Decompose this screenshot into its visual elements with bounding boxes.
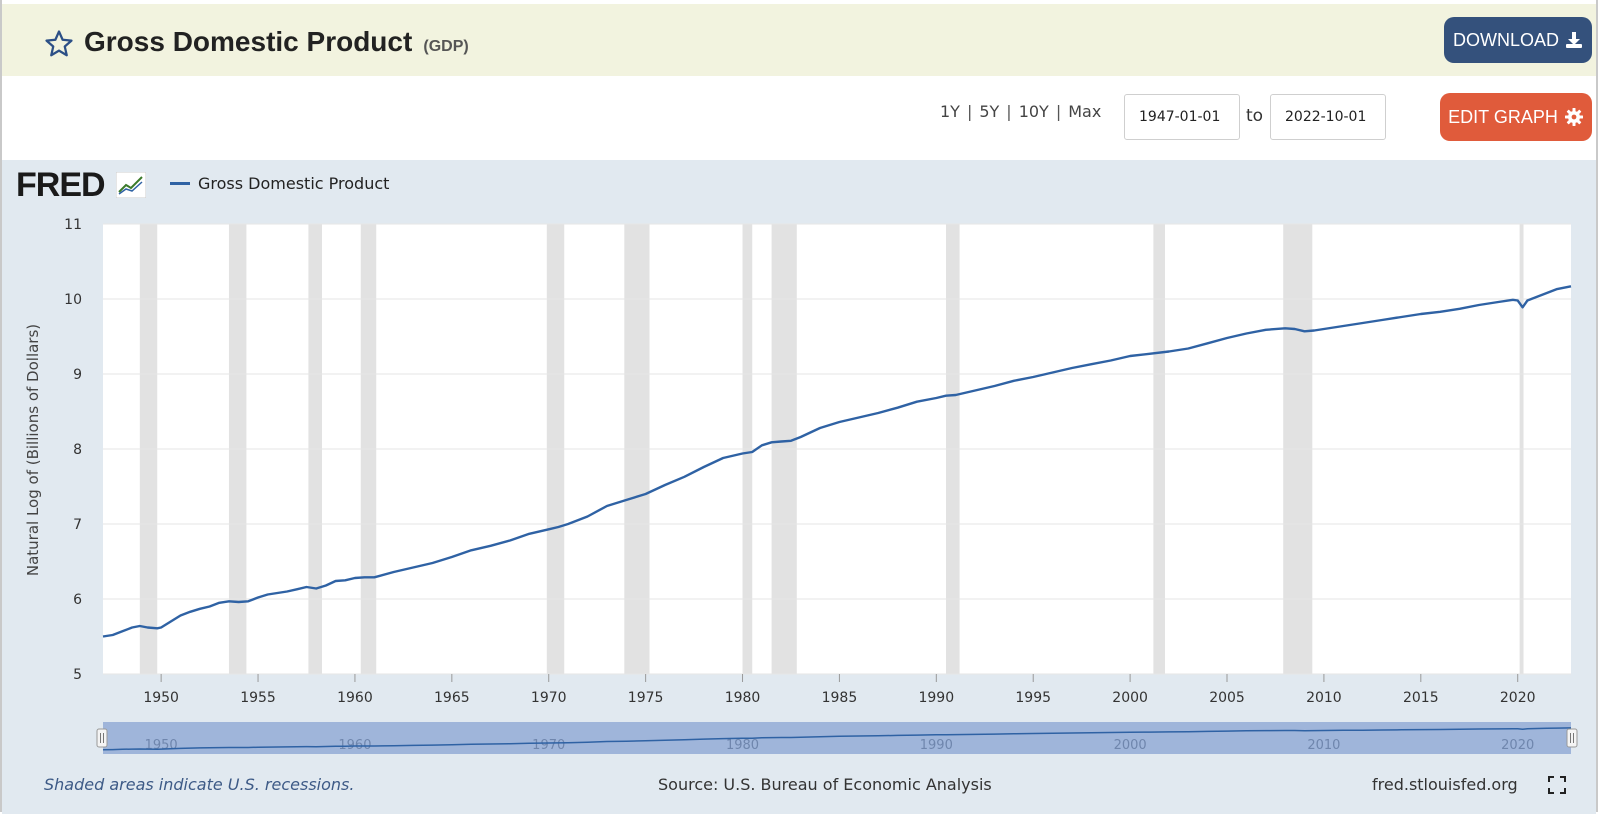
x-tick-label: 1950 [143, 690, 179, 706]
x-tick-label: 2005 [1209, 690, 1245, 706]
to-label: to [1246, 106, 1264, 126]
x-tick-label: 1960 [337, 690, 373, 706]
x-tick-labels: 1950 1955 1960 1965 1970 1975 1980 1985 1990 1995… [143, 674, 1536, 706]
x-tick-label: 1980 [725, 690, 761, 706]
y-tick-label: 7 [73, 517, 82, 533]
download-button[interactable]: DOWNLOAD [1444, 17, 1592, 63]
fred-logo-text: FRED [16, 166, 106, 204]
title-wrap: Gross Domestic Product (GDP) [84, 26, 469, 58]
favorite-star-icon[interactable] [44, 29, 74, 59]
x-tick-label: 1970 [531, 690, 567, 706]
y-tick-label: 9 [73, 367, 82, 383]
series-code: (GDP) [423, 38, 469, 55]
navigator-tick-labels: 1950 1960 1970 1980 1990 2000 2010 2020 [145, 738, 1535, 753]
source-note[interactable]: Source: U.S. Bureau of Economic Analysis [658, 775, 992, 794]
gear-icon [1564, 108, 1583, 126]
edit-graph-label: EDIT GRAPH [1448, 106, 1558, 127]
download-label: DOWNLOAD [1452, 29, 1559, 50]
navigator-tick-label: 2000 [1114, 738, 1147, 753]
x-tick-label: 2010 [1306, 690, 1342, 706]
range-1y[interactable]: 1Y [940, 102, 960, 121]
y-tick-label: 8 [73, 442, 82, 458]
navigator-tick-label: 1980 [726, 738, 759, 753]
grid-lines [103, 223, 1571, 675]
x-tick-label: 1975 [628, 690, 664, 706]
x-tick-label: 1965 [434, 690, 470, 706]
y-tick-label: 6 [73, 592, 82, 608]
range-separator: | [966, 102, 973, 121]
legend-label: Gross Domestic Product [198, 174, 390, 193]
navigator-tick-label: 1990 [920, 738, 953, 753]
x-tick-label: 1995 [1015, 690, 1051, 706]
fullscreen-icon[interactable] [1548, 776, 1566, 794]
navigator-selection[interactable] [103, 722, 1571, 754]
legend-swatch [170, 182, 190, 185]
range-10y[interactable]: 10Y [1018, 102, 1049, 121]
series-header: Gross Domestic Product (GDP) [2, 4, 1596, 76]
range-separator: | [1055, 102, 1062, 121]
range-separator: | [1006, 102, 1012, 121]
navigator-tick-label: 1970 [532, 738, 565, 753]
x-tick-label: 2020 [1500, 690, 1536, 706]
x-tick-label: 2000 [1112, 690, 1148, 706]
y-tick-label: 5 [73, 667, 82, 683]
chart-legend[interactable]: Gross Domestic Product [170, 174, 389, 193]
x-tick-label: 2015 [1403, 690, 1439, 706]
range-max[interactable]: Max [1068, 102, 1102, 121]
download-icon [1566, 32, 1582, 48]
recession-note: Shaded areas indicate U.S. recessions. [44, 775, 355, 794]
range-5y[interactable]: 5Y [979, 102, 1000, 121]
series-line-gdp[interactable] [102, 285, 1572, 638]
x-tick-label: 1985 [822, 690, 858, 706]
y-tick-label: 10 [64, 292, 82, 308]
end-date-input[interactable] [1270, 94, 1386, 140]
x-tick-label: 1990 [918, 690, 954, 706]
page-title: Gross Domestic Product [84, 26, 413, 57]
x-tick-label: 1955 [240, 690, 276, 706]
fred-graph-icon [115, 171, 147, 199]
navigator-tick-label: 2020 [1501, 738, 1534, 753]
y-tick-labels: 5 6 7 8 9 10 11 [64, 217, 82, 683]
y-tick-label: 11 [64, 217, 82, 233]
site-link[interactable]: fred.stlouisfed.org [1372, 775, 1518, 794]
range-selector: 1Y | 5Y | 10Y | Max [940, 102, 1101, 121]
navigator-left-handle[interactable] [96, 728, 108, 748]
edit-graph-button[interactable]: EDIT GRAPH [1440, 93, 1592, 141]
navigator-tick-label: 1950 [145, 738, 178, 753]
fred-logo: FRED [16, 166, 147, 205]
navigator-tick-label: 2010 [1307, 738, 1340, 753]
start-date-input[interactable] [1124, 94, 1240, 140]
date-controls: 1Y | 5Y | 10Y | Max to EDIT GRAPH [0, 78, 1600, 158]
navigator-series-line [102, 727, 1572, 751]
y-axis-label: Natural Log of (Billions of Dollars) [24, 324, 42, 576]
navigator-right-handle[interactable] [1566, 728, 1578, 748]
